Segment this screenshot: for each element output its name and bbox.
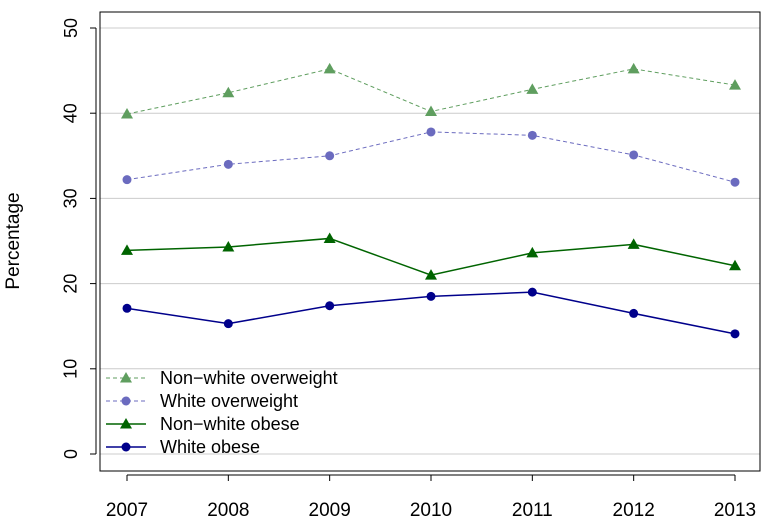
data-point: [526, 83, 539, 94]
data-point: [729, 79, 741, 90]
data-point: [223, 159, 233, 169]
y-tick-label: 40: [61, 103, 81, 123]
data-point: [627, 62, 640, 74]
legend-marker: [120, 372, 132, 383]
legend-label: White overweight: [160, 391, 298, 411]
legend-item: White overweight: [106, 391, 298, 411]
data-point: [527, 130, 537, 140]
data-point: [527, 287, 537, 297]
series-3: [122, 287, 740, 339]
data-point: [122, 175, 132, 185]
data-point: [730, 329, 740, 339]
series-0: [121, 62, 741, 119]
y-tick-label: 20: [61, 274, 81, 294]
x-tick-label: 2013: [714, 500, 756, 521]
data-point: [426, 127, 436, 137]
series-2: [121, 232, 741, 280]
data-point: [323, 232, 336, 243]
data-point: [121, 108, 133, 119]
series-layer: [121, 62, 741, 339]
legend-item: Non−white obese: [106, 414, 300, 434]
legend: Non−white overweight White overweight Non−…: [106, 368, 338, 457]
data-point: [325, 301, 335, 311]
data-point: [526, 246, 539, 258]
data-point: [425, 269, 437, 280]
series-1: [122, 127, 740, 187]
x-tick-label: 2007: [106, 500, 148, 521]
plot-frame: [99, 11, 761, 472]
data-point: [223, 319, 233, 329]
x-tick-label: 2010: [410, 500, 452, 521]
legend-marker: [121, 442, 131, 452]
legend-label: Non−white overweight: [160, 368, 338, 388]
legend-marker: [121, 396, 131, 406]
legend-label: White obese: [160, 437, 260, 457]
x-tick-label: 2012: [613, 500, 655, 521]
data-point: [426, 291, 436, 301]
data-point: [121, 244, 133, 255]
data-point: [425, 105, 437, 116]
legend-label: Non−white obese: [160, 414, 300, 434]
y-axis-label: Percentage: [3, 192, 24, 289]
series-line: [126, 131, 736, 183]
data-point: [323, 62, 336, 74]
legend-item: White obese: [106, 437, 260, 457]
x-tick-label: 2009: [309, 500, 351, 521]
data-point: [325, 151, 335, 161]
y-tick-label: 50: [61, 18, 81, 38]
data-point: [730, 177, 740, 187]
data-point: [122, 303, 132, 313]
legend-marker: [120, 418, 132, 429]
data-point: [629, 308, 639, 318]
y-tick-label: 30: [61, 188, 81, 208]
x-tick-label: 2008: [207, 500, 249, 521]
y-axis: 0 10 20 30 40 50: [61, 18, 97, 459]
y-tick-label: 0: [61, 449, 81, 459]
data-point: [729, 259, 741, 271]
data-point: [629, 150, 639, 160]
data-point: [627, 238, 640, 249]
x-tick-label: 2011: [512, 500, 553, 521]
x-axis: 2007 2008 2009 2010 2011 2012 2013: [106, 474, 756, 521]
data-point: [222, 86, 235, 98]
legend-item: Non−white overweight: [106, 368, 338, 388]
data-point: [222, 240, 235, 252]
y-tick-label: 10: [61, 359, 81, 379]
